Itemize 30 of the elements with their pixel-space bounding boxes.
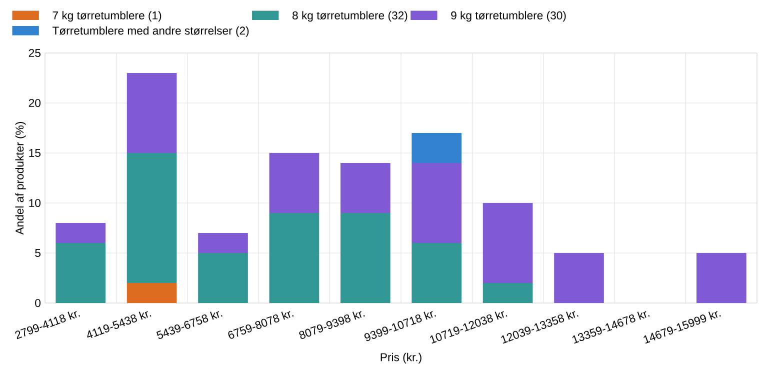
x-axis-title: Pris (kr.) [380, 352, 422, 364]
y-axis-title: Andel af produkter (%) [15, 122, 26, 235]
bar [696, 253, 746, 303]
bar [126, 283, 177, 303]
bar [198, 253, 248, 303]
y-tick-label: 10 [29, 198, 41, 208]
bar [56, 223, 106, 243]
bar [269, 213, 320, 303]
y-tick-label: 20 [28, 98, 41, 108]
legend-label: 7 kg tørretumblere (1) [52, 11, 162, 22]
legend-label: 9 kg tørretumblere (30) [451, 11, 566, 22]
legend-label: 8 kg tørretumblere (32) [292, 11, 408, 22]
bar [412, 163, 462, 243]
bar [412, 243, 462, 303]
bar [56, 243, 106, 303]
bar [554, 253, 604, 303]
bar [482, 203, 533, 283]
y-tick-label: 0 [35, 298, 41, 308]
bar [340, 163, 390, 214]
bar [412, 133, 462, 163]
bar [126, 73, 177, 153]
bar [126, 153, 177, 283]
y-tick-label: 25 [28, 48, 40, 58]
legend-label: Tørretumblere med andre størrelser (2) [52, 26, 249, 37]
y-tick-label: 15 [29, 149, 40, 157]
bar [198, 233, 248, 253]
bar [340, 213, 390, 303]
bar [482, 283, 533, 303]
y-tick-label: 5 [35, 249, 40, 257]
bar [269, 153, 320, 214]
